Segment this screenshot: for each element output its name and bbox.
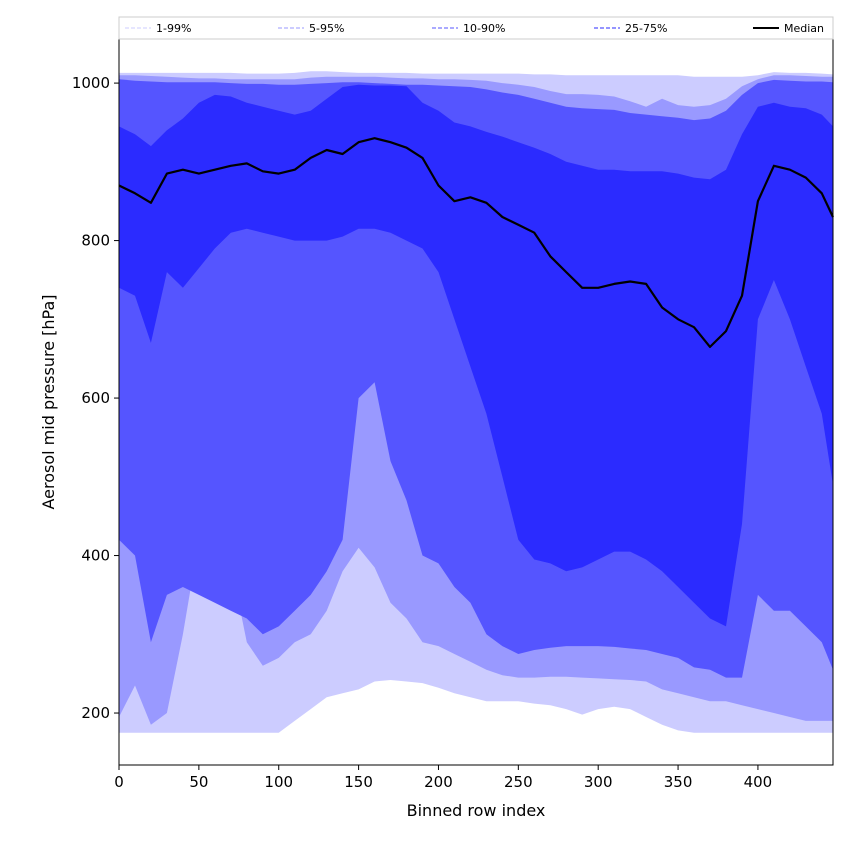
x-tick-label: 200 <box>424 773 453 791</box>
y-axis-label: Aerosol mid pressure [hPa] <box>39 294 58 509</box>
x-tick-label: 350 <box>664 773 693 791</box>
x-tick-label: 100 <box>264 773 293 791</box>
y-tick-label: 800 <box>81 232 110 250</box>
legend-label: Median <box>784 22 824 35</box>
y-tick-label: 400 <box>81 547 110 565</box>
x-tick-label: 50 <box>189 773 208 791</box>
x-tick-label: 250 <box>504 773 533 791</box>
percentile-bands <box>119 71 833 733</box>
x-tick-label: 400 <box>744 773 773 791</box>
median-series <box>118 137 834 348</box>
legend-label: 25-75% <box>625 22 667 35</box>
x-axis-ticks: 0 50 100 150 200 250 300 350 400 <box>114 765 772 791</box>
y-tick-label: 600 <box>81 389 110 407</box>
legend: 1-99% 5-95% 10-90% 25-75% Median <box>118 16 834 40</box>
legend-label: 5-95% <box>309 22 344 35</box>
y-tick-label: 200 <box>81 704 110 722</box>
x-tick-label: 300 <box>584 773 613 791</box>
legend-box <box>118 16 834 40</box>
legend-label: 1-99% <box>156 22 191 35</box>
x-axis-label: Binned row index <box>407 801 546 820</box>
x-tick-label: 0 <box>114 773 124 791</box>
y-tick-label: 1000 <box>72 74 110 92</box>
band-25-75pct <box>119 84 833 627</box>
legend-label: 10-90% <box>463 22 505 35</box>
x-tick-label: 150 <box>344 773 373 791</box>
y-axis-ticks: 200 400 600 800 1000 <box>72 74 119 722</box>
median-line <box>118 137 834 348</box>
